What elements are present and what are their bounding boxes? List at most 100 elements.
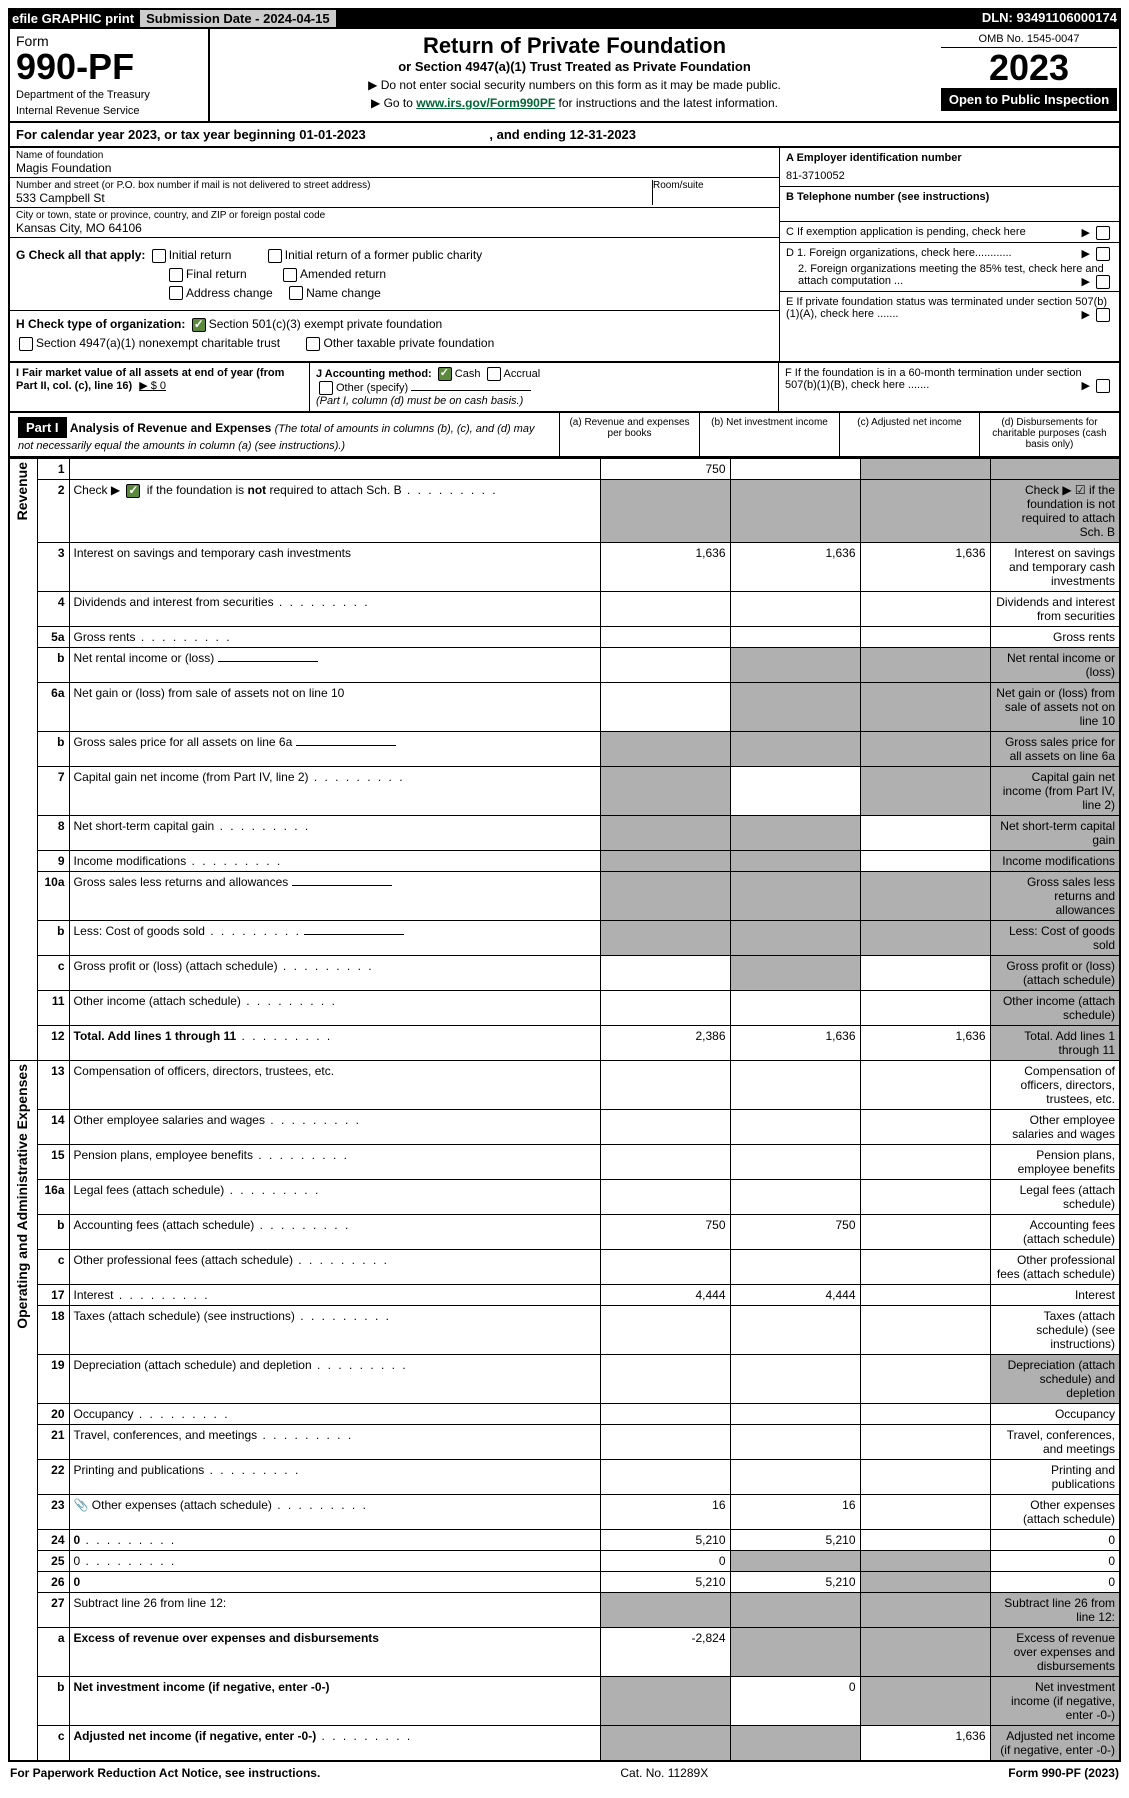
table-row: bNet investment income (if negative, ent… [9, 1677, 1120, 1726]
checkbox-501c3[interactable] [192, 318, 206, 332]
line-description: Gross sales less returns and allowances [69, 872, 600, 921]
cell-b [730, 921, 860, 956]
address-label: Number and street (or P.O. box number if… [16, 180, 652, 191]
checkbox-name-change[interactable] [289, 286, 303, 300]
cell-b: 0 [730, 1677, 860, 1726]
table-row: cOther professional fees (attach schedul… [9, 1250, 1120, 1285]
line-number: 12 [37, 1026, 69, 1061]
cell-b: 5,210 [730, 1530, 860, 1551]
checkbox-address-change[interactable] [169, 286, 183, 300]
entity-section: Name of foundation Magis Foundation Numb… [8, 148, 1121, 363]
checkbox-sch-b[interactable] [126, 484, 140, 498]
line-number: 26 [37, 1572, 69, 1593]
city-label: City or town, state or province, country… [16, 210, 773, 221]
checkbox-other-taxable[interactable] [306, 337, 320, 351]
cell-a [600, 767, 730, 816]
cell-b [730, 1110, 860, 1145]
form-subtitle: or Section 4947(a)(1) Trust Treated as P… [218, 59, 931, 74]
checkbox-final-return[interactable] [169, 268, 183, 282]
checkbox-cash[interactable] [438, 367, 452, 381]
line-description: Capital gain net income (from Part IV, l… [69, 767, 600, 816]
table-row: 14Other employee salaries and wagesOther… [9, 1110, 1120, 1145]
cell-a [600, 627, 730, 648]
opt-501c3: Section 501(c)(3) exempt private foundat… [209, 317, 442, 331]
checkbox-initial-former[interactable] [268, 249, 282, 263]
opt-cash: Cash [455, 368, 481, 380]
line-number: b [37, 921, 69, 956]
cell-c [860, 921, 990, 956]
instruction-2-pre: ▶ Go to [371, 96, 416, 110]
cell-a [600, 991, 730, 1026]
table-row: 23📎 Other expenses (attach schedule)1616… [9, 1495, 1120, 1530]
cell-a [600, 1425, 730, 1460]
line-number: 3 [37, 543, 69, 592]
cell-b [730, 767, 860, 816]
checkbox-c[interactable] [1096, 226, 1110, 240]
table-row: bGross sales price for all assets on lin… [9, 732, 1120, 767]
cell-c [860, 1306, 990, 1355]
cell-c [860, 872, 990, 921]
checkbox-other-method[interactable] [319, 381, 333, 395]
table-row: 27Subtract line 26 from line 12:Subtract… [9, 1593, 1120, 1628]
col-c-header: (c) Adjusted net income [839, 413, 979, 456]
cell-c [860, 1551, 990, 1572]
checkbox-accrual[interactable] [487, 367, 501, 381]
cell-d: Gross sales less returns and allowances [990, 872, 1120, 921]
cell-c [860, 627, 990, 648]
period-begin: For calendar year 2023, or tax year begi… [16, 127, 366, 142]
cell-c: 1,636 [860, 1726, 990, 1762]
cell-a [600, 480, 730, 543]
opt-4947: Section 4947(a)(1) nonexempt charitable … [36, 336, 280, 350]
checkbox-f[interactable] [1096, 379, 1110, 393]
line-number: 20 [37, 1404, 69, 1425]
cell-d: 0 [990, 1551, 1120, 1572]
checkbox-4947[interactable] [19, 337, 33, 351]
cell-d: Compensation of officers, directors, tru… [990, 1061, 1120, 1110]
table-row: bAccounting fees (attach schedule)750750… [9, 1215, 1120, 1250]
cell-a [600, 1404, 730, 1425]
cell-c [860, 1061, 990, 1110]
line-description [69, 459, 600, 480]
checkbox-amended-return[interactable] [283, 268, 297, 282]
opt-final-return: Final return [186, 267, 247, 281]
line-number: 1 [37, 459, 69, 480]
line-description: 0 [69, 1572, 600, 1593]
table-row: 5aGross rentsGross rents [9, 627, 1120, 648]
line-description: Taxes (attach schedule) (see instruction… [69, 1306, 600, 1355]
checkbox-d1[interactable] [1096, 247, 1110, 261]
cell-a [600, 1180, 730, 1215]
cell-c [860, 1677, 990, 1726]
cell-d: 0 [990, 1530, 1120, 1551]
ijf-section: I Fair market value of all assets at end… [8, 363, 1121, 413]
cell-c [860, 956, 990, 991]
e-label: E If private foundation status was termi… [786, 296, 1107, 320]
cell-a [600, 851, 730, 872]
cell-a [600, 816, 730, 851]
table-row: 20OccupancyOccupancy [9, 1404, 1120, 1425]
line-number: b [37, 1215, 69, 1250]
line-number: 8 [37, 816, 69, 851]
checkbox-e[interactable] [1096, 308, 1110, 322]
cell-d: Less: Cost of goods sold [990, 921, 1120, 956]
form-link[interactable]: www.irs.gov/Form990PF [416, 96, 555, 110]
line-description: Printing and publications [69, 1460, 600, 1495]
checkbox-d2[interactable] [1096, 275, 1110, 289]
line-number: 24 [37, 1530, 69, 1551]
cell-b [730, 872, 860, 921]
cell-a [600, 648, 730, 683]
cell-a: 2,386 [600, 1026, 730, 1061]
h-label: H Check type of organization: [16, 317, 185, 331]
cell-b [730, 1180, 860, 1215]
line-number: 27 [37, 1593, 69, 1628]
cell-c [860, 1593, 990, 1628]
cell-b [730, 1306, 860, 1355]
cell-c [860, 1250, 990, 1285]
checkbox-initial-return[interactable] [152, 249, 166, 263]
attachment-icon[interactable]: 📎 [74, 1498, 89, 1512]
cell-d: Net gain or (loss) from sale of assets n… [990, 683, 1120, 732]
cell-c [860, 1110, 990, 1145]
cell-d: Pension plans, employee benefits [990, 1145, 1120, 1180]
top-bar: efile GRAPHIC print Submission Date - 20… [8, 8, 1121, 29]
line-description: Adjusted net income (if negative, enter … [69, 1726, 600, 1762]
table-row: 10aGross sales less returns and allowanc… [9, 872, 1120, 921]
